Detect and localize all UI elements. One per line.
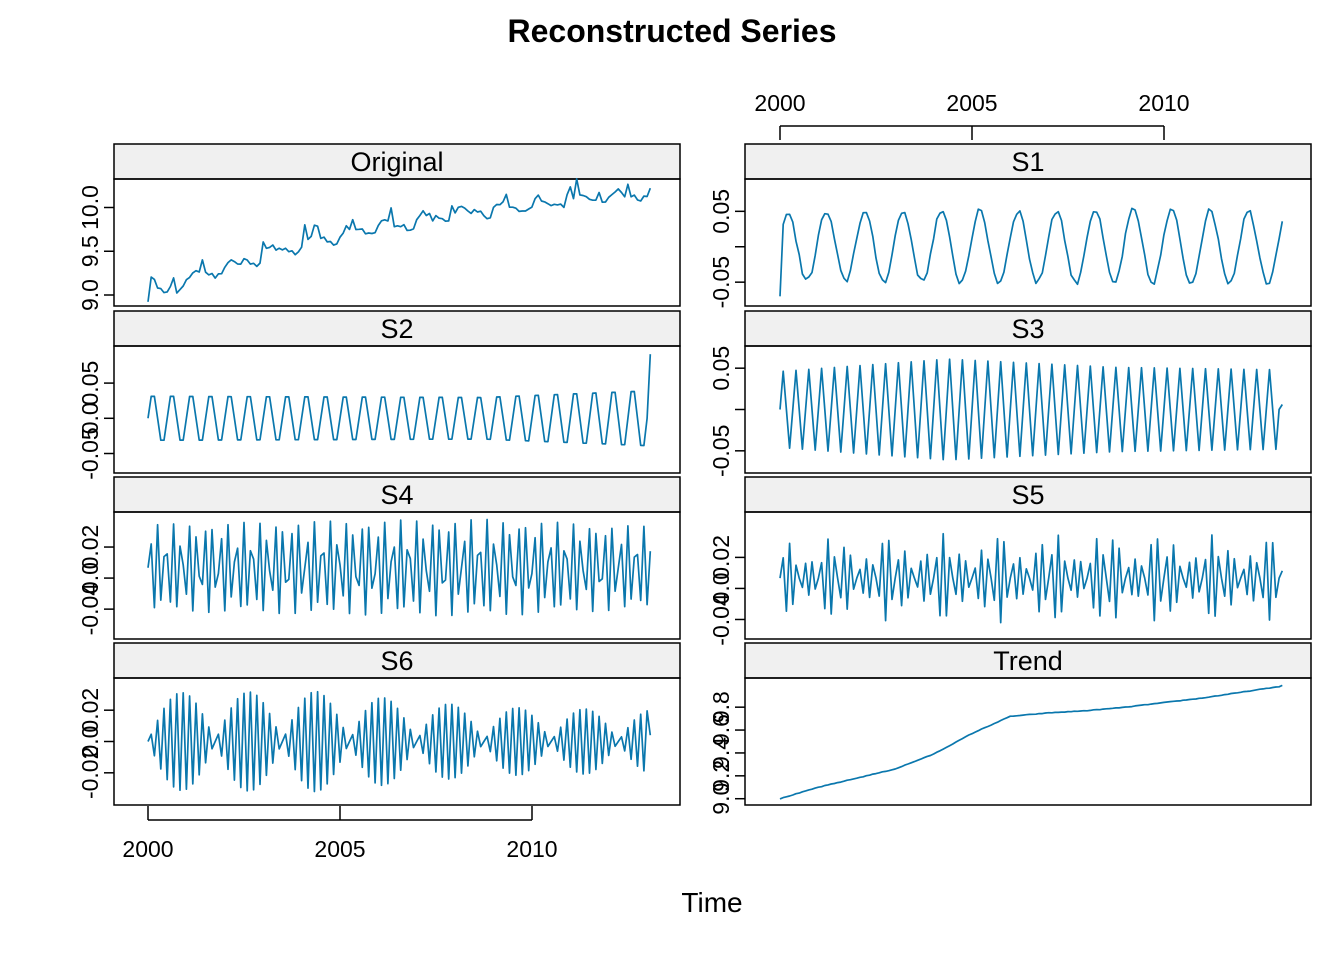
y-tick-label-s5: 0.02 (708, 535, 734, 580)
panel-s6: S6 -0.020.00.02 (77, 642, 681, 806)
y-tick-label-s4: 0.0 (77, 562, 103, 594)
panel-s5: S5 -0.040.00.02 (708, 476, 1312, 646)
plot-frame-s3 (744, 345, 1312, 474)
x-axis-top: 2000 2005 2010 (754, 90, 1190, 140)
y-tick-label-original: 9.0 (77, 279, 103, 311)
series-line-s5 (779, 532, 1284, 624)
panel-s3: S3 -0.05 0.05 (708, 310, 1312, 477)
strip-s2 (113, 310, 681, 347)
y-tick-label-trend: 9.6 (708, 714, 734, 746)
strip-s5 (744, 476, 1312, 513)
y-tick-label-s2: 0.0 (77, 402, 103, 434)
y-tick-label-s6: 0.0 (77, 726, 103, 758)
chart-title: Reconstructed Series (507, 13, 836, 49)
plot-frame-trend (744, 677, 1312, 806)
strip-label-s2: S2 (380, 314, 413, 344)
strip-s3 (744, 310, 1312, 347)
y-tick-label-trend: 9.8 (708, 691, 734, 723)
series-line-s1 (779, 207, 1284, 297)
y-tick-label-s5: 0.0 (708, 572, 734, 604)
y-tick-label-original: 9.5 (77, 235, 103, 267)
series-line-s4 (147, 518, 652, 617)
strip-s6 (113, 642, 681, 679)
y-tick-label-trend: 9.2 (708, 760, 734, 792)
strip-label-s6: S6 (380, 646, 413, 676)
x-tick-label-top: 2000 (754, 90, 805, 116)
panel-s4: S4 -0.040.00.02 (77, 476, 681, 640)
plot-frame-s1 (744, 178, 1312, 307)
panel-trend: Trend 9.09.29.49.69.8 (708, 642, 1312, 815)
y-tick-label-s2: -0.05 (77, 427, 103, 479)
y-tick-label-s3: -0.05 (708, 425, 734, 477)
strip-label-original: Original (350, 147, 443, 177)
y-tick-label-s3: 0.05 (708, 346, 734, 391)
x-axis-bottom: 2000 2005 2010 (122, 806, 558, 862)
strip-original (113, 143, 681, 180)
plot-frame-s4 (113, 511, 681, 640)
panel-s1: S1 -0.05 0.05 (708, 143, 1312, 308)
y-tick-label-s4: -0.04 (77, 583, 103, 636)
plot-frame-s2 (113, 345, 681, 474)
series-line-original (147, 178, 652, 302)
x-tick-label-top: 2005 (946, 90, 997, 116)
y-tick-label-trend: 9.0 (708, 783, 734, 815)
y-tick-label-s6: 0.02 (77, 688, 103, 733)
y-tick-label-s2: 0.05 (77, 361, 103, 406)
plot-frame-s5 (744, 511, 1312, 640)
strip-label-trend: Trend (993, 646, 1063, 676)
y-tick-label-s1: -0.05 (708, 256, 734, 308)
strip-label-s3: S3 (1011, 314, 1044, 344)
strip-trend (744, 642, 1312, 679)
panel-original: Original 9.0 9.5 10.0 (77, 143, 681, 311)
x-tick-label-bottom: 2005 (314, 836, 365, 862)
y-tick-label-trend: 9.4 (708, 737, 734, 769)
y-tick-label-s1: 0.05 (708, 189, 734, 234)
x-axis-title: Time (681, 887, 742, 918)
strip-s1 (744, 143, 1312, 180)
series-line-s3 (779, 358, 1284, 461)
y-tick-label-s4: 0.02 (77, 525, 103, 570)
x-tick-label-top: 2010 (1138, 90, 1189, 116)
strip-label-s1: S1 (1011, 147, 1044, 177)
y-tick-label-original: 10.0 (77, 185, 103, 230)
y-tick-label-s6: -0.02 (77, 747, 103, 799)
series-line-s6 (147, 690, 652, 793)
series-line-s2 (147, 354, 652, 447)
plot-frame-original (113, 178, 681, 307)
panel-s2: S2 -0.050.00.05 (77, 310, 681, 480)
series-line-trend (779, 684, 1283, 800)
panels-layer: Original9.09.510.0S1-0.050.05S2-0.050.00… (77, 90, 1312, 862)
strip-label-s5: S5 (1011, 480, 1044, 510)
y-tick-label-s5: -0.04 (708, 593, 734, 646)
strip-label-s4: S4 (380, 480, 413, 510)
x-tick-label-bottom: 2000 (122, 836, 173, 862)
x-tick-label-bottom: 2010 (506, 836, 557, 862)
